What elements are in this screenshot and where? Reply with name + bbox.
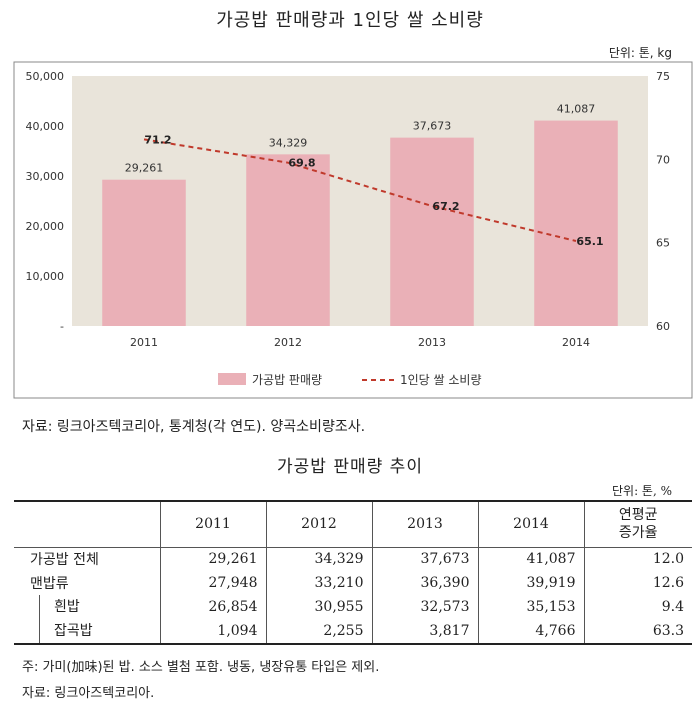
table-source: 자료: 링크아즈텍코리아.: [22, 686, 155, 701]
row-label: 맨밥류: [30, 576, 69, 592]
header-cell: 2014: [477, 500, 584, 548]
y-left-tick-label: 50,000: [26, 70, 65, 83]
line-data-label: 65.1: [576, 235, 603, 248]
chart-title: 가공밥 판매량과 1인당 쌀 소비량: [216, 10, 484, 31]
table-cell: 39,919: [477, 571, 584, 595]
table-cell: 30,955: [265, 595, 372, 619]
series-line: [143, 138, 577, 242]
table-unit-label: 단위: 톤, %: [611, 484, 672, 498]
row-label: 흰밥: [54, 599, 80, 615]
row-label-sub: 잡곡밥: [14, 619, 160, 645]
table-note: 주: 가미(加味)된 밥. 소스 별첨 포함. 냉동, 냉장유통 타입은 제외.: [22, 660, 380, 675]
y-left-tick-label: 10,000: [26, 270, 65, 283]
header-cell: 2013: [371, 500, 478, 548]
table-cell: 4,766: [477, 619, 584, 645]
bar-data-label: 41,087: [557, 103, 596, 116]
header-cell: 2011: [159, 500, 266, 548]
line-data-label: 67.2: [432, 200, 459, 213]
table-row: 잡곡밥 1,094 2,255 3,817 4,766 63.3: [14, 619, 692, 645]
y-right-tick-label: 60: [656, 320, 670, 333]
bar: [390, 137, 474, 326]
legend-bar-label: 가공밥 판매량: [252, 373, 322, 387]
table-row: 흰밥 26,854 30,955 32,573 35,153 9.4: [14, 595, 692, 619]
y-left-tick-label: -: [60, 320, 64, 333]
y-right-tick-label: 70: [656, 153, 670, 166]
header-cell: [14, 500, 160, 548]
y-left-tick-label: 20,000: [26, 220, 65, 233]
x-tick-label: 2014: [562, 336, 590, 349]
table-cell: 33,210: [265, 571, 372, 595]
table-cell: 3,817: [371, 619, 478, 645]
table-cell: 2,255: [265, 619, 372, 645]
table-cell: 36,390: [371, 571, 478, 595]
table-row: 맨밥류 27,948 33,210 36,390 39,919 12.6: [14, 571, 692, 595]
table-cell: 27,948: [159, 571, 266, 595]
sales-table: 2011 2012 2013 2014 연평균 증가율 가공밥 전체 29,26…: [14, 500, 692, 645]
legend-bar-swatch: [218, 373, 246, 385]
table-cell: 41,087: [477, 547, 584, 571]
row-label-sub: 흰밥: [14, 595, 160, 619]
table-cell: 26,854: [159, 595, 266, 619]
x-tick-label: 2013: [418, 336, 446, 349]
line-data-label: 69.8: [288, 157, 315, 170]
y-right-tick-label: 75: [656, 70, 670, 83]
table-row: 가공밥 전체 29,261 34,329 37,673 41,087 12.0: [14, 547, 692, 571]
x-tick-label: 2012: [274, 336, 302, 349]
line-data-label: 71.2: [144, 133, 171, 146]
table-cell: 12.0: [583, 547, 692, 571]
header-cell: 2012: [265, 500, 372, 548]
header-cell-growth: 연평균 증가율: [583, 500, 692, 548]
table-cell: 29,261: [159, 547, 266, 571]
combo-chart: - 10,000 20,000 30,000 40,000 50,000 60 65 70 75 2…: [13, 61, 693, 399]
row-label: 잡곡밥: [54, 623, 93, 639]
bar-data-label: 34,329: [269, 136, 308, 149]
bar-data-label: 37,673: [413, 120, 452, 133]
row-label: 가공밥 전체: [30, 552, 99, 569]
x-tick-label: 2011: [130, 336, 158, 349]
y-left-tick-label: 30,000: [26, 170, 65, 183]
chart-unit-label: 단위: 톤, kg: [608, 46, 672, 60]
table-cell: 37,673: [371, 547, 478, 571]
table-cell: 9.4: [583, 595, 692, 619]
bar: [246, 154, 330, 326]
table-cell: 63.3: [583, 619, 692, 645]
chart-source: 자료: 링크아즈텍코리아, 통계청(각 연도). 양곡소비량조사.: [22, 419, 366, 435]
legend-line-label: 1인당 쌀 소비량: [400, 373, 482, 387]
header-growth-text: 연평균 증가율: [618, 507, 658, 542]
table-cell: 1,094: [159, 619, 266, 645]
bar: [534, 120, 618, 326]
table-header-row: 2011 2012 2013 2014 연평균 증가율: [14, 500, 692, 548]
table-cell: 32,573: [371, 595, 478, 619]
table-cell: 34,329: [265, 547, 372, 571]
y-right-tick-label: 65: [656, 237, 670, 250]
bar-data-label: 29,261: [125, 162, 164, 175]
table-cell: 35,153: [477, 595, 584, 619]
table-cell: 12.6: [583, 571, 692, 595]
table-title: 가공밥 판매량 추이: [277, 457, 423, 477]
y-left-tick-label: 40,000: [26, 120, 65, 133]
bar: [102, 179, 186, 326]
